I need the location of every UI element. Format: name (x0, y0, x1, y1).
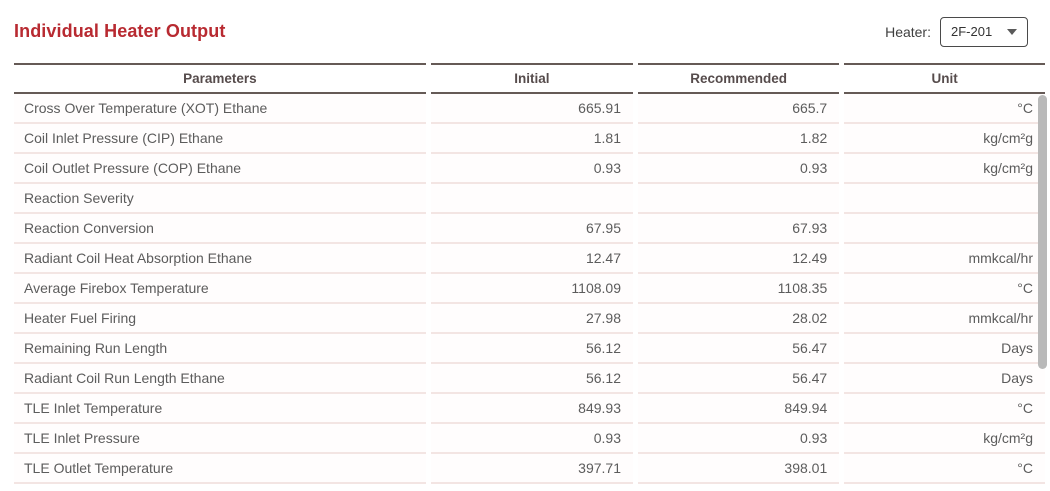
page-title: Individual Heater Output (14, 21, 226, 41)
parameter-cell: TLE Inlet Temperature (14, 394, 426, 424)
column-header-parameters: Parameters (14, 63, 426, 94)
parameter-cell: Average Firebox Temperature (14, 274, 426, 304)
column-header-recommended: Recommended (638, 63, 840, 94)
table-body: Cross Over Temperature (XOT) Ethane 665.… (14, 94, 1045, 484)
initial-value-cell: 12.47 (430, 244, 633, 274)
heater-select-value: 2F-201 (951, 24, 993, 39)
unit-cell: kg/cm²g (844, 124, 1045, 154)
parameter-cell: Cross Over Temperature (XOT) Ethane (14, 94, 426, 124)
unit-cell: °C (844, 274, 1045, 304)
table-row: Cross Over Temperature (XOT) Ethane 665.… (14, 94, 1045, 124)
unit-cell: Days (844, 364, 1045, 394)
column-header-initial: Initial (430, 63, 633, 94)
recommended-value-cell: 0.93 (638, 154, 840, 184)
recommended-value-cell: 665.7 (638, 94, 840, 124)
heater-output-table-area: Parameters Initial Recommended Unit Cros… (9, 63, 1050, 484)
table-row: Average Firebox Temperature 1108.09 1108… (14, 274, 1045, 304)
recommended-value-cell: 28.02 (638, 304, 840, 334)
heater-output-table: Parameters Initial Recommended Unit Cros… (9, 63, 1050, 484)
heater-label: Heater: (885, 23, 931, 40)
initial-value-cell: 397.71 (430, 454, 633, 484)
table-row: Radiant Coil Run Length Ethane 56.12 56.… (14, 364, 1045, 394)
parameter-cell: Coil Outlet Pressure (COP) Ethane (14, 154, 426, 184)
initial-value-cell: 1108.09 (430, 274, 633, 304)
table-row: TLE Inlet Pressure 0.93 0.93 kg/cm²g (14, 424, 1045, 454)
parameter-cell: Radiant Coil Run Length Ethane (14, 364, 426, 394)
initial-value-cell: 665.91 (430, 94, 633, 124)
topbar: Individual Heater Output Heater: 2F-201 (0, 0, 1050, 50)
table-row: TLE Outlet Temperature 397.71 398.01 °C (14, 454, 1045, 484)
parameter-cell: Reaction Conversion (14, 214, 426, 244)
heater-selector-group: Heater: 2F-201 (885, 16, 1028, 47)
unit-cell: °C (844, 454, 1045, 484)
parameter-cell: Radiant Coil Heat Absorption Ethane (14, 244, 426, 274)
table-row: Heater Fuel Firing 27.98 28.02 mmkcal/hr (14, 304, 1045, 334)
vertical-scrollbar-thumb[interactable] (1038, 95, 1047, 369)
unit-cell: °C (844, 94, 1045, 124)
table-row: TLE Inlet Temperature 849.93 849.94 °C (14, 394, 1045, 424)
table-row: Radiant Coil Heat Absorption Ethane 12.4… (14, 244, 1045, 274)
unit-cell: kg/cm²g (844, 424, 1045, 454)
parameter-cell: Coil Inlet Pressure (CIP) Ethane (14, 124, 426, 154)
recommended-value-cell: 1108.35 (638, 274, 840, 304)
initial-value-cell: 56.12 (430, 334, 633, 364)
table-row: Remaining Run Length 56.12 56.47 Days (14, 334, 1045, 364)
parameter-cell: TLE Inlet Pressure (14, 424, 426, 454)
unit-cell: kg/cm²g (844, 154, 1045, 184)
initial-value-cell: 56.12 (430, 364, 633, 394)
recommended-value-cell: 1.82 (638, 124, 840, 154)
initial-value-cell: 67.95 (430, 214, 633, 244)
parameter-cell: Reaction Severity (14, 184, 426, 214)
table-row: Reaction Severity (14, 184, 1045, 214)
unit-cell (844, 184, 1045, 214)
recommended-value-cell: 398.01 (638, 454, 840, 484)
recommended-value-cell: 0.93 (638, 424, 840, 454)
initial-value-cell: 0.93 (430, 154, 633, 184)
unit-cell: mmkcal/hr (844, 304, 1045, 334)
column-header-unit: Unit (844, 63, 1045, 94)
heater-select[interactable]: 2F-201 (940, 16, 1028, 47)
parameter-cell: TLE Outlet Temperature (14, 454, 426, 484)
table-row: Coil Inlet Pressure (CIP) Ethane 1.81 1.… (14, 124, 1045, 154)
recommended-value-cell (638, 184, 840, 214)
unit-cell: mmkcal/hr (844, 244, 1045, 274)
recommended-value-cell: 56.47 (638, 334, 840, 364)
initial-value-cell: 849.93 (430, 394, 633, 424)
recommended-value-cell: 56.47 (638, 364, 840, 394)
initial-value-cell: 27.98 (430, 304, 633, 334)
chevron-down-icon (1007, 28, 1017, 35)
parameter-cell: Heater Fuel Firing (14, 304, 426, 334)
table-row: Coil Outlet Pressure (COP) Ethane 0.93 0… (14, 154, 1045, 184)
initial-value-cell: 1.81 (430, 124, 633, 154)
unit-cell (844, 214, 1045, 244)
unit-cell: Days (844, 334, 1045, 364)
recommended-value-cell: 67.93 (638, 214, 840, 244)
table-header-row: Parameters Initial Recommended Unit (14, 63, 1045, 94)
table-row: Reaction Conversion 67.95 67.93 (14, 214, 1045, 244)
recommended-value-cell: 12.49 (638, 244, 840, 274)
table-header: Parameters Initial Recommended Unit (14, 63, 1045, 94)
unit-cell: °C (844, 394, 1045, 424)
initial-value-cell: 0.93 (430, 424, 633, 454)
initial-value-cell (430, 184, 633, 214)
recommended-value-cell: 849.94 (638, 394, 840, 424)
parameter-cell: Remaining Run Length (14, 334, 426, 364)
